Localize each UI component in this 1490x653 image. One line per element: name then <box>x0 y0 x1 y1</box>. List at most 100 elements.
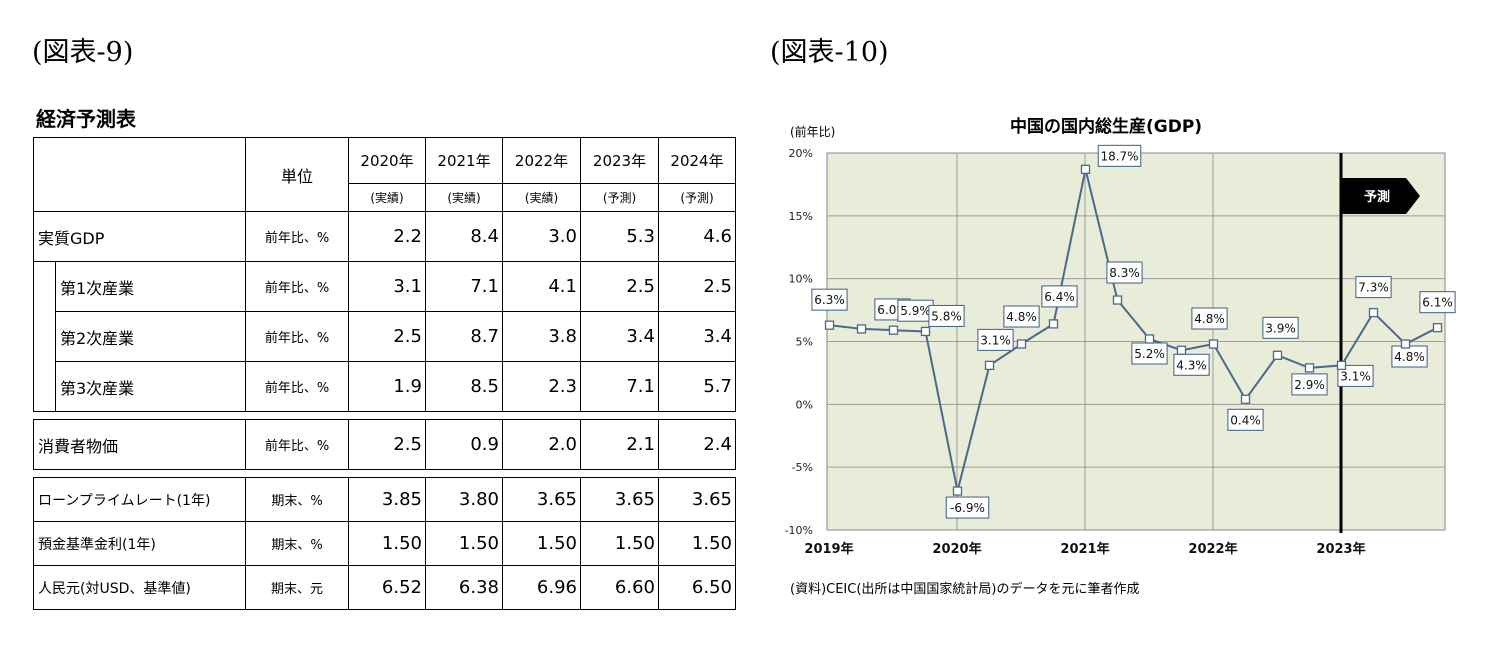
data-point <box>1272 350 1283 360</box>
y-axis-unit: (前年比) <box>790 125 836 139</box>
data-point <box>1016 339 1027 349</box>
cell-value: 1.9 <box>348 361 426 412</box>
year-header: 2020年 <box>348 137 426 184</box>
row-label: 人民元(対USD、基準値) <box>33 565 246 610</box>
data-label-box <box>1227 408 1264 431</box>
chart-title: 中国の国内総生産(GDP) <box>1010 117 1203 137</box>
cell-value: 2.5 <box>348 311 426 362</box>
row-unit: 前年比、% <box>245 361 349 412</box>
year-header: 2022年 <box>502 137 581 184</box>
year-header: 2023年 <box>580 137 659 184</box>
data-label-box <box>1191 307 1228 330</box>
cell-value: 1.50 <box>348 521 426 566</box>
table-row: 人民元(対USD、基準値) 期末、元 6.52 6.38 6.96 6.60 6… <box>33 565 736 610</box>
corner-cell <box>33 137 246 212</box>
data-label: 5.8% <box>931 309 962 323</box>
series-line <box>829 169 1438 492</box>
table-row: 実質GDP 前年比、% 2.2 8.4 3.0 5.3 4.6 <box>33 211 736 262</box>
row-unit: 前年比、% <box>245 419 349 470</box>
data-point <box>824 320 835 330</box>
data-label-box <box>1262 316 1299 339</box>
row-label: 第3次産業 <box>55 361 246 412</box>
data-label-box <box>1003 305 1040 328</box>
cell-value: 2.0 <box>502 419 581 470</box>
row-unit: 前年比、% <box>245 311 349 362</box>
cell-value: 0.9 <box>425 419 503 470</box>
row-label: 第1次産業 <box>55 261 246 312</box>
data-label: 18.7% <box>1100 149 1138 163</box>
table-row: 消費者物価 前年比、% 2.5 0.9 2.0 2.1 2.4 <box>33 419 736 470</box>
data-label: 3.1% <box>980 333 1011 347</box>
data-label: 6.1% <box>1422 296 1453 310</box>
data-label: 0.4% <box>1230 413 1261 427</box>
data-point <box>1368 307 1379 318</box>
cell-value: 3.4 <box>580 311 659 362</box>
data-label: 4.3% <box>1176 358 1207 372</box>
data-point <box>1048 319 1059 329</box>
cell-value: 1.50 <box>658 521 736 566</box>
cell-value: 3.65 <box>580 477 659 522</box>
cell-value: 5.7 <box>658 361 736 412</box>
cell-value: 6.96 <box>502 565 581 610</box>
data-label: 6.4% <box>1044 290 1075 304</box>
x-tick-label: 2023年 <box>1316 541 1365 557</box>
data-point <box>888 325 899 335</box>
y-tick-label: -10% <box>785 524 813 537</box>
x-tick-label: 2022年 <box>1188 541 1237 557</box>
year-note: (実績) <box>425 183 503 212</box>
data-label: 3.9% <box>1265 321 1296 335</box>
cell-value: 2.4 <box>658 419 736 470</box>
year-header: 2024年 <box>658 137 736 184</box>
cell-value: 3.4 <box>658 311 736 362</box>
table-title: 経済予測表 <box>36 107 136 131</box>
data-point <box>920 326 931 337</box>
table-row: 預金基準金利(1年) 期末、% 1.50 1.50 1.50 1.50 1.50 <box>33 521 736 566</box>
row-unit: 前年比、% <box>245 211 349 262</box>
year-note: (実績) <box>348 183 426 212</box>
x-tick-label: 2020年 <box>932 541 981 557</box>
data-label-box <box>928 304 965 327</box>
data-label: 2.9% <box>1294 378 1325 392</box>
cell-value: 6.52 <box>348 565 426 610</box>
year-note: (予測) <box>658 183 736 212</box>
table-row: 第1次産業 前年比、% 3.1 7.1 4.1 2.5 2.5 <box>33 261 736 312</box>
cell-value: 2.2 <box>348 211 426 262</box>
cell-value: 8.7 <box>425 311 503 362</box>
x-tick-label: 2021年 <box>1060 541 1109 557</box>
data-label: 5.9% <box>900 304 931 318</box>
data-label: 4.8% <box>1194 312 1225 326</box>
cell-value: 8.5 <box>425 361 503 412</box>
data-point <box>1208 339 1219 349</box>
data-label: 6.3% <box>814 293 845 307</box>
indent-cell <box>33 361 56 412</box>
data-label-box <box>1173 353 1210 376</box>
row-label: 消費者物価 <box>33 419 246 470</box>
year-note: (予測) <box>580 183 659 212</box>
cell-value: 2.1 <box>580 419 659 470</box>
cell-value: 5.3 <box>580 211 659 262</box>
row-unit: 期末、元 <box>245 565 349 610</box>
cell-value: 4.1 <box>502 261 581 312</box>
data-label-box <box>1337 364 1374 387</box>
cell-value: 8.4 <box>425 211 503 262</box>
cell-value: 3.0 <box>502 211 581 262</box>
cell-value: 2.5 <box>658 261 736 312</box>
data-label-box <box>1097 144 1142 167</box>
cell-value: 7.1 <box>425 261 503 312</box>
table-row: ローンプライムレート(1年) 期末、% 3.85 3.80 3.65 3.65 … <box>33 477 736 522</box>
cell-value: 3.85 <box>348 477 426 522</box>
data-point <box>1176 345 1187 355</box>
table-row: 第2次産業 前年比、% 2.5 8.7 3.8 3.4 3.4 <box>33 311 736 362</box>
data-point <box>1432 323 1443 333</box>
gdp-chart: 中国の国内総生産(GDP) (前年比) 20% 15% 10% 5% 0% -5% -10%… <box>780 100 1460 620</box>
data-point <box>1304 363 1315 373</box>
forecast-table: 単位 2020年 2021年 2022年 2023年 2024年 (実績) (実… <box>33 137 736 610</box>
y-tick-label: 20% <box>789 147 813 160</box>
data-point <box>984 360 995 371</box>
data-label: -6.9% <box>950 501 985 515</box>
cell-value: 2.5 <box>580 261 659 312</box>
unit-header: 単位 <box>245 137 349 212</box>
data-label-box <box>1291 373 1328 396</box>
year-header: 2021年 <box>425 137 503 184</box>
row-unit: 期末、% <box>245 477 349 522</box>
